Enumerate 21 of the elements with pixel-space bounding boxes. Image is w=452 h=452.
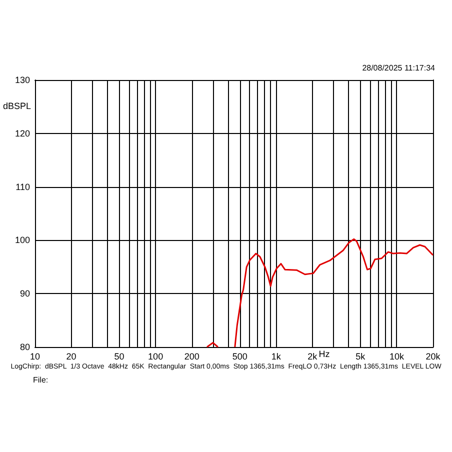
- x-tick-label: 100: [148, 352, 164, 362]
- y-tick-label: 120: [14, 128, 30, 138]
- y-tick-label: 130: [14, 75, 30, 85]
- x-tick-label: 50: [114, 352, 124, 362]
- x-tick-label: 10k: [389, 352, 404, 362]
- x-axis-title: Hz: [318, 349, 330, 359]
- x-tick-label: 10: [30, 352, 40, 362]
- y-tick-label: 80: [20, 342, 30, 352]
- x-tick-label: 20k: [426, 352, 441, 362]
- x-tick-label: 5k: [356, 352, 366, 362]
- y-tick-label: 100: [14, 235, 30, 246]
- text: File:: [33, 376, 48, 384]
- x-tick-label: 2k: [308, 352, 318, 362]
- x-tick-label: 20: [66, 352, 76, 362]
- y-tick-label: 110: [16, 182, 30, 192]
- y-axis-title: dBSPL: [2, 101, 31, 111]
- x-tick-label: 200: [184, 352, 200, 362]
- text: 28/08/2025 11:17:34: [362, 64, 436, 72]
- y-tick-label: 90: [20, 288, 30, 299]
- x-tick-label: 500: [232, 352, 248, 362]
- x-tick-label: 1k: [271, 352, 282, 362]
